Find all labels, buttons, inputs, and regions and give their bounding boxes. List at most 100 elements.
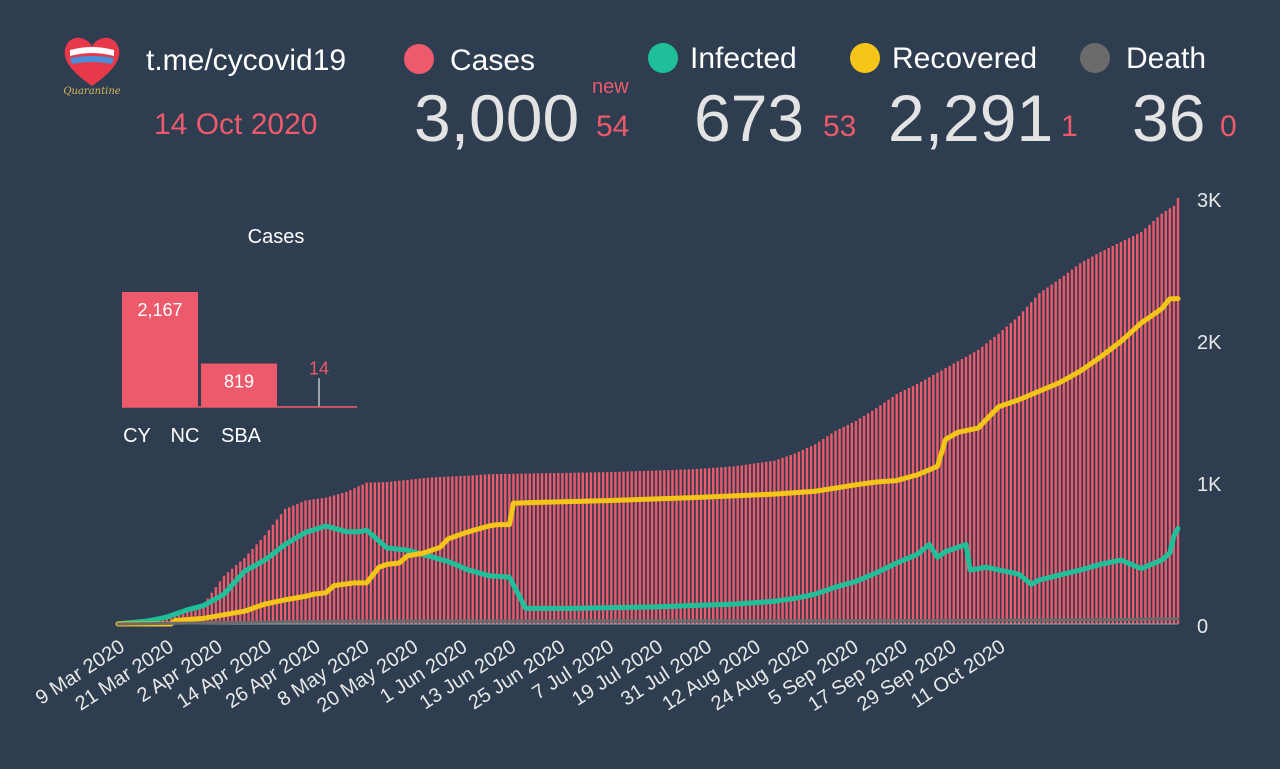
cases-bar	[907, 388, 911, 624]
cases-bar	[495, 474, 499, 624]
cases-bar	[1038, 293, 1041, 624]
cases-bar	[944, 368, 947, 624]
cases-bar	[1103, 249, 1106, 624]
cases-bar	[275, 519, 279, 624]
cases-bar	[732, 466, 735, 624]
cases-bar	[345, 491, 348, 624]
cases-bar	[544, 473, 548, 624]
cases-bar	[398, 480, 401, 624]
cases-bar	[659, 470, 662, 624]
cases-bar	[1148, 224, 1151, 624]
cases-bar	[728, 466, 731, 624]
cases-bar	[1176, 198, 1180, 624]
cases-bar	[1078, 263, 1082, 624]
cases-bar	[622, 471, 625, 624]
cases-bar	[1111, 246, 1114, 624]
cases-bar	[1095, 254, 1098, 625]
cases-bar	[312, 499, 315, 624]
cases-bar	[369, 482, 372, 624]
cases-bar	[438, 477, 442, 624]
recovered-legend-dot	[850, 43, 880, 73]
cases-bar	[985, 343, 988, 624]
infected-delta: 53	[823, 110, 857, 143]
cases-bar	[862, 415, 866, 624]
cases-bar	[540, 473, 544, 624]
cases-bar	[1160, 213, 1163, 624]
cases-bar	[251, 548, 254, 624]
cases-bars	[116, 198, 1180, 625]
cases-bar	[459, 476, 462, 624]
cases-bar	[1136, 234, 1139, 624]
cases-bar	[1123, 240, 1127, 624]
new-label: new	[592, 76, 629, 98]
cases-bar	[553, 473, 556, 624]
cases-bar	[194, 606, 197, 624]
cases-bar	[222, 575, 226, 624]
cases-bar	[1005, 326, 1008, 624]
cases-bar	[304, 500, 307, 624]
cases-bar	[752, 463, 756, 624]
cases-bar	[932, 374, 935, 624]
cases-bar	[1017, 315, 1021, 624]
y-tick-label: 2K	[1197, 332, 1222, 354]
cases-bar	[1042, 290, 1045, 624]
cases-bar	[1066, 272, 1070, 624]
cases-bar	[218, 581, 222, 624]
cases-bar	[548, 473, 552, 625]
cases-bar	[1062, 275, 1066, 624]
cases-bar	[1140, 232, 1143, 624]
recovered-delta: 1	[1061, 110, 1078, 143]
cases-bar	[634, 471, 637, 624]
cases-bar	[467, 475, 470, 624]
y-tick-label: 3K	[1197, 190, 1222, 212]
cases-legend-label: Cases	[450, 44, 536, 77]
cases-bar	[597, 472, 601, 624]
cases-bar	[263, 535, 266, 624]
cases-bar	[1156, 217, 1159, 624]
cases-total: 3,000	[414, 81, 580, 155]
cases-bar	[724, 466, 727, 624]
cases-bar	[230, 568, 234, 624]
cases-bar	[1001, 330, 1004, 624]
cases-bar	[569, 472, 572, 624]
cases-bar	[679, 469, 682, 624]
cases-bar	[972, 352, 976, 624]
cases-bar	[373, 482, 377, 624]
cases-bar	[487, 474, 491, 624]
cases-bar	[993, 336, 996, 624]
cases-bar	[206, 598, 209, 624]
cases-bar	[948, 365, 951, 624]
cases-bar	[353, 488, 356, 624]
cases-bar	[202, 604, 205, 624]
cases-bar	[161, 617, 165, 624]
cases-bar	[1099, 251, 1102, 624]
cases-bar	[247, 553, 250, 624]
cases-bar	[1046, 287, 1049, 624]
cases-bar	[516, 473, 519, 624]
cases-bar	[899, 391, 902, 624]
inset-title: Cases	[248, 226, 305, 248]
heart-logo-icon: Quarantine	[63, 37, 121, 97]
cases-bar	[781, 457, 784, 624]
cases-bar	[512, 473, 515, 624]
cases-bar	[887, 399, 890, 624]
cases-bar	[341, 493, 344, 624]
cases-bar	[316, 498, 319, 624]
cases-bar	[385, 482, 389, 624]
cases-bar	[279, 514, 283, 624]
cases-bar	[960, 359, 964, 624]
cases-bar	[801, 449, 805, 624]
inset-bar	[201, 363, 277, 407]
cases-bar	[903, 389, 907, 624]
death-total: 36	[1132, 81, 1206, 155]
cases-bar	[964, 356, 968, 624]
infected-legend-dot	[648, 43, 678, 73]
cases-bar	[797, 451, 801, 624]
recovered-total: 2,291	[888, 81, 1054, 155]
cases-bar	[952, 363, 955, 624]
cases-bar	[389, 481, 393, 624]
site-link[interactable]: t.me/cycovid19	[146, 44, 347, 77]
cases-bar	[675, 469, 678, 624]
infected-legend-label: Infected	[690, 42, 797, 75]
